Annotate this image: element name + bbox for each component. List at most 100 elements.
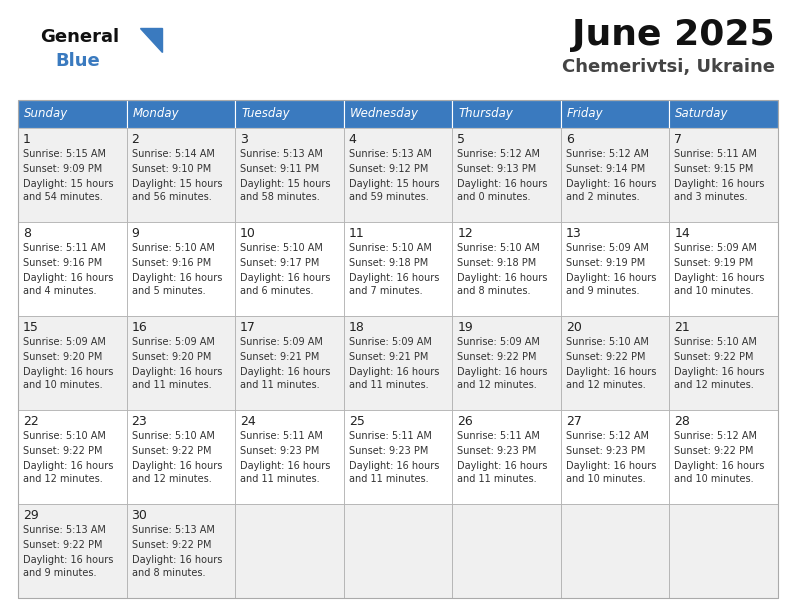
Bar (452, 222, 561, 316)
Text: Daylight: 16 hours: Daylight: 16 hours (348, 461, 439, 471)
Text: 16: 16 (131, 321, 147, 334)
Text: and 11 minutes.: and 11 minutes. (457, 474, 537, 485)
Bar (561, 504, 669, 598)
Bar (561, 222, 669, 316)
Text: Daylight: 16 hours: Daylight: 16 hours (675, 461, 765, 471)
Text: and 58 minutes.: and 58 minutes. (240, 192, 320, 203)
Text: Daylight: 16 hours: Daylight: 16 hours (23, 367, 113, 377)
Text: and 9 minutes.: and 9 minutes. (23, 569, 97, 578)
Text: and 56 minutes.: and 56 minutes. (131, 192, 211, 203)
Text: 7: 7 (675, 133, 683, 146)
Bar (127, 504, 235, 598)
Text: Sunset: 9:23 PM: Sunset: 9:23 PM (457, 446, 537, 456)
Text: 8: 8 (23, 227, 31, 240)
Text: Chemerivtsi, Ukraine: Chemerivtsi, Ukraine (562, 58, 775, 76)
Bar (235, 128, 344, 222)
Text: Daylight: 16 hours: Daylight: 16 hours (131, 367, 222, 377)
Text: Sunrise: 5:09 AM: Sunrise: 5:09 AM (23, 337, 106, 347)
Text: Daylight: 16 hours: Daylight: 16 hours (348, 273, 439, 283)
Text: and 12 minutes.: and 12 minutes. (131, 474, 211, 485)
Bar (344, 100, 452, 128)
Text: 6: 6 (565, 133, 573, 146)
Text: Daylight: 16 hours: Daylight: 16 hours (348, 367, 439, 377)
Text: Sunset: 9:22 PM: Sunset: 9:22 PM (565, 352, 645, 362)
Bar (18, 100, 127, 128)
Text: Sunset: 9:19 PM: Sunset: 9:19 PM (675, 258, 754, 268)
Text: Daylight: 16 hours: Daylight: 16 hours (565, 461, 657, 471)
Text: Sunset: 9:18 PM: Sunset: 9:18 PM (457, 258, 536, 268)
Text: and 12 minutes.: and 12 minutes. (23, 474, 103, 485)
Text: and 11 minutes.: and 11 minutes. (348, 381, 428, 390)
Text: Daylight: 16 hours: Daylight: 16 hours (240, 461, 330, 471)
Text: and 5 minutes.: and 5 minutes. (131, 286, 205, 296)
Text: Daylight: 16 hours: Daylight: 16 hours (23, 461, 113, 471)
Text: and 8 minutes.: and 8 minutes. (457, 286, 531, 296)
Text: and 0 minutes.: and 0 minutes. (457, 192, 531, 203)
Text: 10: 10 (240, 227, 256, 240)
Bar (18, 316, 127, 410)
Text: Sunrise: 5:09 AM: Sunrise: 5:09 AM (240, 337, 323, 347)
Text: and 59 minutes.: and 59 minutes. (348, 192, 428, 203)
Text: and 3 minutes.: and 3 minutes. (675, 192, 748, 203)
Text: Sunset: 9:16 PM: Sunset: 9:16 PM (131, 258, 211, 268)
Bar (452, 316, 561, 410)
Text: Tuesday: Tuesday (241, 108, 290, 121)
Text: and 10 minutes.: and 10 minutes. (675, 286, 754, 296)
Text: 30: 30 (131, 509, 147, 522)
Text: and 10 minutes.: and 10 minutes. (565, 474, 645, 485)
Bar (18, 410, 127, 504)
Bar (235, 100, 344, 128)
Text: Sunrise: 5:12 AM: Sunrise: 5:12 AM (457, 149, 540, 159)
Text: Daylight: 15 hours: Daylight: 15 hours (131, 179, 222, 189)
Text: and 11 minutes.: and 11 minutes. (131, 381, 211, 390)
Text: and 11 minutes.: and 11 minutes. (240, 474, 320, 485)
Text: Sunset: 9:16 PM: Sunset: 9:16 PM (23, 258, 102, 268)
Text: Sunset: 9:22 PM: Sunset: 9:22 PM (675, 446, 754, 456)
Text: Sunrise: 5:10 AM: Sunrise: 5:10 AM (348, 243, 432, 253)
Text: 15: 15 (23, 321, 39, 334)
Text: and 4 minutes.: and 4 minutes. (23, 286, 97, 296)
Text: 11: 11 (348, 227, 364, 240)
Text: Sunrise: 5:10 AM: Sunrise: 5:10 AM (23, 431, 106, 441)
Text: Daylight: 16 hours: Daylight: 16 hours (675, 179, 765, 189)
Text: 12: 12 (457, 227, 473, 240)
Text: Daylight: 16 hours: Daylight: 16 hours (23, 555, 113, 565)
Text: Daylight: 16 hours: Daylight: 16 hours (457, 367, 547, 377)
Text: Sunrise: 5:09 AM: Sunrise: 5:09 AM (565, 243, 649, 253)
Text: Daylight: 15 hours: Daylight: 15 hours (240, 179, 330, 189)
Bar (127, 100, 235, 128)
Text: Daylight: 16 hours: Daylight: 16 hours (457, 461, 547, 471)
Text: Sunrise: 5:11 AM: Sunrise: 5:11 AM (675, 149, 757, 159)
Text: Sunrise: 5:10 AM: Sunrise: 5:10 AM (457, 243, 540, 253)
Bar (235, 410, 344, 504)
Bar (561, 128, 669, 222)
Text: Sunset: 9:22 PM: Sunset: 9:22 PM (131, 540, 211, 550)
Text: Sunset: 9:23 PM: Sunset: 9:23 PM (565, 446, 645, 456)
Text: Daylight: 15 hours: Daylight: 15 hours (23, 179, 113, 189)
Text: Sunrise: 5:13 AM: Sunrise: 5:13 AM (131, 525, 215, 536)
Text: Sunset: 9:20 PM: Sunset: 9:20 PM (131, 352, 211, 362)
Bar (235, 222, 344, 316)
Text: Sunset: 9:10 PM: Sunset: 9:10 PM (131, 164, 211, 174)
Text: 28: 28 (675, 415, 691, 428)
Text: Daylight: 16 hours: Daylight: 16 hours (23, 273, 113, 283)
Bar (18, 504, 127, 598)
Text: 24: 24 (240, 415, 256, 428)
Bar (669, 504, 778, 598)
Text: 19: 19 (457, 321, 473, 334)
Text: 5: 5 (457, 133, 465, 146)
Text: 17: 17 (240, 321, 256, 334)
Bar (18, 128, 127, 222)
Bar (127, 410, 235, 504)
Bar (669, 222, 778, 316)
Text: June 2025: June 2025 (573, 18, 775, 52)
Bar (669, 128, 778, 222)
Text: Sunset: 9:18 PM: Sunset: 9:18 PM (348, 258, 428, 268)
Text: and 12 minutes.: and 12 minutes. (457, 381, 537, 390)
Bar (452, 410, 561, 504)
Text: Sunrise: 5:13 AM: Sunrise: 5:13 AM (348, 149, 432, 159)
Bar (344, 222, 452, 316)
Text: Daylight: 16 hours: Daylight: 16 hours (131, 273, 222, 283)
Text: 14: 14 (675, 227, 690, 240)
Bar (561, 410, 669, 504)
